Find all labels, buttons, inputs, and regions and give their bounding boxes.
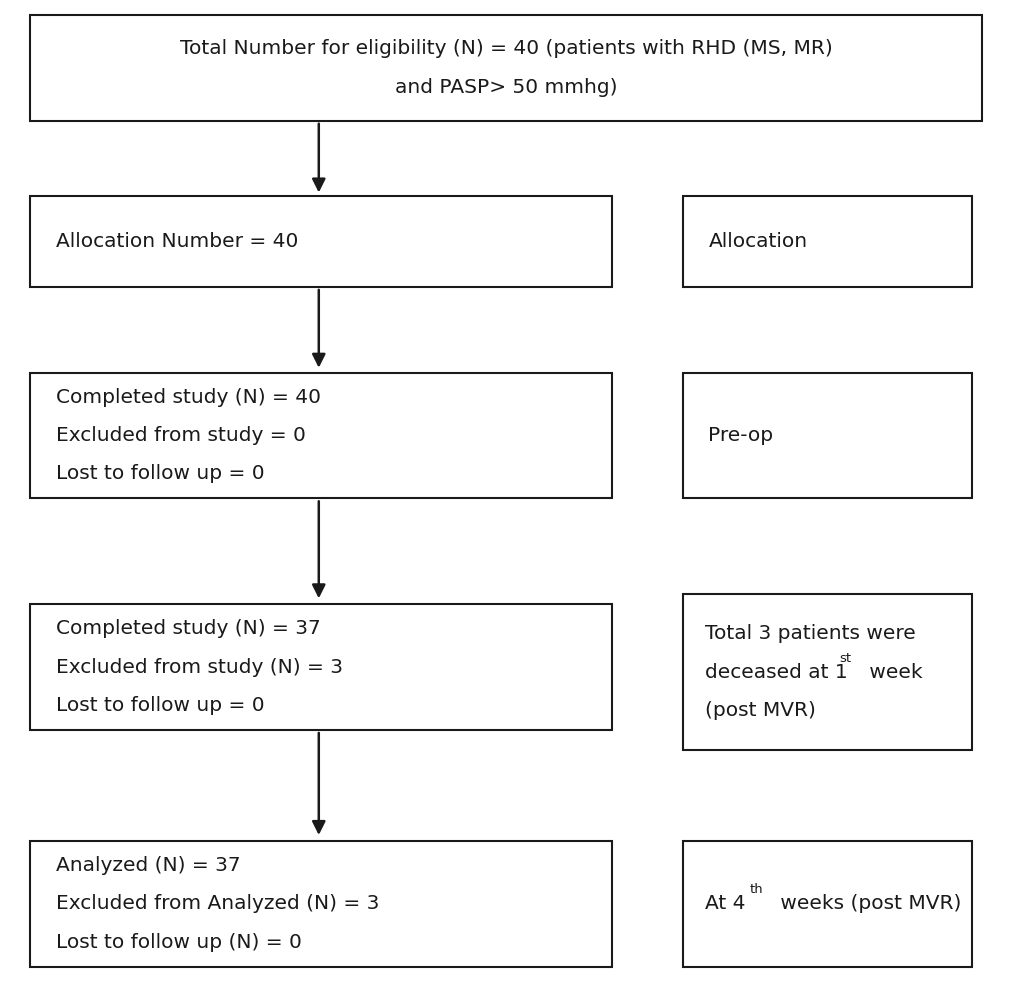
Text: Lost to follow up (N) = 0: Lost to follow up (N) = 0 bbox=[56, 932, 301, 952]
FancyBboxPatch shape bbox=[30, 604, 612, 730]
FancyBboxPatch shape bbox=[682, 594, 971, 750]
Text: (post MVR): (post MVR) bbox=[705, 701, 816, 720]
FancyBboxPatch shape bbox=[30, 15, 981, 121]
Text: and PASP> 50 mmhg): and PASP> 50 mmhg) bbox=[394, 78, 617, 97]
Text: st: st bbox=[838, 652, 850, 665]
Text: Completed study (N) = 37: Completed study (N) = 37 bbox=[56, 619, 320, 638]
Text: deceased at 1: deceased at 1 bbox=[705, 663, 847, 682]
Text: Excluded from Analyzed (N) = 3: Excluded from Analyzed (N) = 3 bbox=[56, 894, 379, 913]
Text: Total Number for eligibility (N) = 40 (patients with RHD (MS, MR): Total Number for eligibility (N) = 40 (p… bbox=[179, 39, 832, 58]
FancyBboxPatch shape bbox=[30, 196, 612, 287]
Text: Excluded from study (N) = 3: Excluded from study (N) = 3 bbox=[56, 658, 343, 677]
Text: week: week bbox=[862, 663, 922, 682]
Text: weeks (post MVR): weeks (post MVR) bbox=[773, 894, 960, 913]
FancyBboxPatch shape bbox=[30, 841, 612, 967]
Text: Lost to follow up = 0: Lost to follow up = 0 bbox=[56, 464, 264, 483]
Text: Pre-op: Pre-op bbox=[708, 426, 772, 445]
Text: Total 3 patients were: Total 3 patients were bbox=[705, 624, 915, 643]
FancyBboxPatch shape bbox=[682, 841, 971, 967]
Text: Allocation Number = 40: Allocation Number = 40 bbox=[56, 233, 298, 251]
Text: Analyzed (N) = 37: Analyzed (N) = 37 bbox=[56, 856, 240, 875]
Text: Completed study (N) = 40: Completed study (N) = 40 bbox=[56, 388, 320, 407]
Text: Excluded from study = 0: Excluded from study = 0 bbox=[56, 426, 305, 445]
FancyBboxPatch shape bbox=[682, 373, 971, 498]
Text: At 4: At 4 bbox=[705, 894, 745, 913]
Text: Allocation: Allocation bbox=[708, 233, 807, 251]
FancyBboxPatch shape bbox=[30, 373, 612, 498]
FancyBboxPatch shape bbox=[682, 196, 971, 287]
Text: th: th bbox=[749, 883, 762, 896]
Text: Lost to follow up = 0: Lost to follow up = 0 bbox=[56, 696, 264, 715]
